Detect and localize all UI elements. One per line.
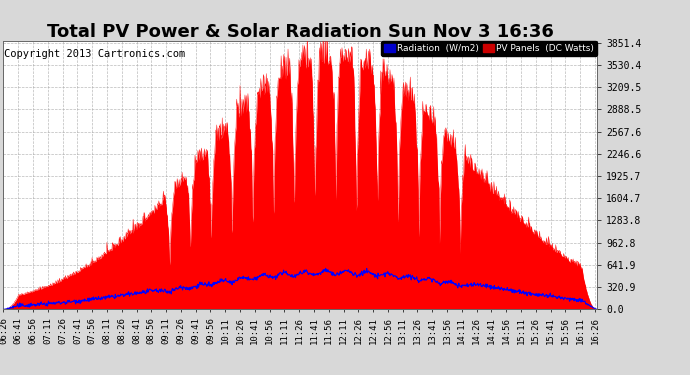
Legend: Radiation  (W/m2), PV Panels  (DC Watts): Radiation (W/m2), PV Panels (DC Watts) — [381, 41, 597, 56]
Text: Copyright 2013 Cartronics.com: Copyright 2013 Cartronics.com — [4, 49, 186, 59]
Title: Total PV Power & Solar Radiation Sun Nov 3 16:36: Total PV Power & Solar Radiation Sun Nov… — [47, 23, 553, 41]
